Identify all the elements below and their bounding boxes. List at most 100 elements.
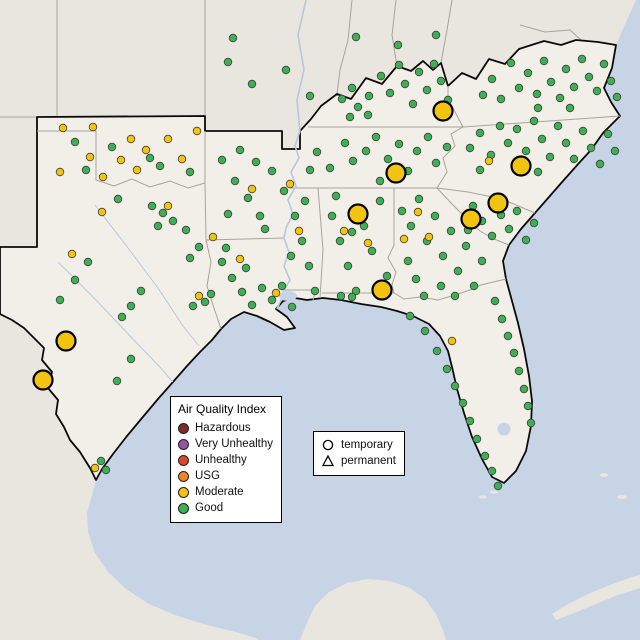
station-marker-good <box>383 154 393 164</box>
station-marker-moderate <box>116 155 126 165</box>
station-marker-moderate <box>235 254 245 264</box>
station-marker-good <box>147 201 157 211</box>
station-marker-good <box>578 126 588 136</box>
station-marker-good <box>414 194 424 204</box>
station-marker-good <box>509 348 519 358</box>
station-marker-good <box>606 76 616 86</box>
station-marker-moderate <box>447 336 457 346</box>
station-marker-moderate <box>88 122 98 132</box>
aqi-legend-label: Unhealthy <box>195 454 247 466</box>
station-marker-good <box>363 110 373 120</box>
station-markers-layer <box>32 30 622 491</box>
station-marker-moderate <box>208 232 218 242</box>
station-marker-good <box>519 384 529 394</box>
station-marker-good <box>70 275 80 285</box>
aqi-legend-item: Unhealthy <box>178 452 273 468</box>
station-marker-good <box>397 206 407 216</box>
station-marker-good <box>553 121 563 131</box>
station-marker-good <box>394 60 404 70</box>
station-type-permanent-row: permanent <box>321 453 396 469</box>
station-marker-good <box>351 32 361 42</box>
station-marker-good <box>281 65 291 75</box>
station-marker-good <box>70 137 80 147</box>
lake-pontchartrain <box>279 291 297 301</box>
temporary-station-marker-moderate <box>487 192 509 214</box>
station-marker-good <box>351 286 361 296</box>
station-marker-good <box>436 281 446 291</box>
station-marker-good <box>495 121 505 131</box>
station-marker-good <box>512 206 522 216</box>
aqi-legend-item: Very Unhealthy <box>178 436 273 452</box>
station-marker-moderate <box>271 288 281 298</box>
station-marker-good <box>345 112 355 122</box>
aqi-color-swatch <box>178 470 189 482</box>
station-marker-good <box>496 94 506 104</box>
station-marker-good <box>55 295 65 305</box>
station-marker-good <box>228 33 238 43</box>
station-marker-moderate <box>194 291 204 301</box>
station-marker-good <box>419 291 429 301</box>
station-marker-good <box>260 224 270 234</box>
station-marker-good <box>546 77 556 87</box>
station-marker-moderate <box>413 207 423 217</box>
station-marker-good <box>290 211 300 221</box>
station-marker-moderate <box>58 123 68 133</box>
station-marker-good <box>599 59 609 69</box>
station-marker-moderate <box>424 232 434 242</box>
aqi-legend-label: Good <box>195 502 224 514</box>
state-borders <box>37 86 621 330</box>
station-marker-moderate <box>67 249 77 259</box>
station-marker-good <box>347 83 357 93</box>
temporary-station-marker-moderate <box>32 369 54 391</box>
station-marker-good <box>584 72 594 82</box>
station-marker-good <box>221 243 231 253</box>
station-marker-good <box>247 79 257 89</box>
station-marker-good <box>506 58 516 68</box>
station-marker-good <box>155 161 165 171</box>
station-marker-moderate <box>285 179 295 189</box>
station-marker-good <box>331 191 341 201</box>
station-marker-good <box>504 224 514 234</box>
station-marker-good <box>450 381 460 391</box>
station-marker-moderate <box>141 145 151 155</box>
station-marker-moderate <box>55 167 65 177</box>
station-marker-good <box>371 132 381 142</box>
station-marker-good <box>279 186 289 196</box>
station-marker-good <box>450 291 460 301</box>
station-marker-good <box>382 271 392 281</box>
station-marker-good <box>375 196 385 206</box>
station-marker-good <box>539 56 549 66</box>
aqi-legend-label: USG <box>195 470 220 482</box>
station-marker-moderate <box>399 234 409 244</box>
station-marker-good <box>83 257 93 267</box>
station-marker-good <box>469 281 479 291</box>
station-marker-good <box>569 82 579 92</box>
station-marker-good <box>168 216 178 226</box>
station-marker-good <box>431 158 441 168</box>
station-marker-good <box>194 242 204 252</box>
station-marker-good <box>101 465 111 475</box>
station-marker-good <box>287 302 297 312</box>
station-marker-good <box>312 147 322 157</box>
aqi-color-swatch <box>178 454 189 466</box>
florida-keys <box>490 490 498 494</box>
station-marker-good <box>526 418 536 428</box>
station-marker-good <box>347 292 357 302</box>
station-marker-good <box>446 226 456 236</box>
station-marker-good <box>286 251 296 261</box>
station-marker-good <box>592 86 602 96</box>
station-marker-good <box>400 79 410 89</box>
station-marker-good <box>411 274 421 284</box>
aqi-legend-item: Good <box>178 500 273 516</box>
station-marker-good <box>277 281 287 291</box>
station-marker-moderate <box>97 207 107 217</box>
station-marker-good <box>414 67 424 77</box>
station-marker-good <box>223 57 233 67</box>
station-marker-good <box>603 129 613 139</box>
station-marker-good <box>310 286 320 296</box>
station-type-legend: temporary permanent <box>313 431 405 476</box>
station-marker-good <box>565 103 575 113</box>
station-marker-good <box>561 138 571 148</box>
station-marker-good <box>487 466 497 476</box>
station-marker-good <box>267 295 277 305</box>
